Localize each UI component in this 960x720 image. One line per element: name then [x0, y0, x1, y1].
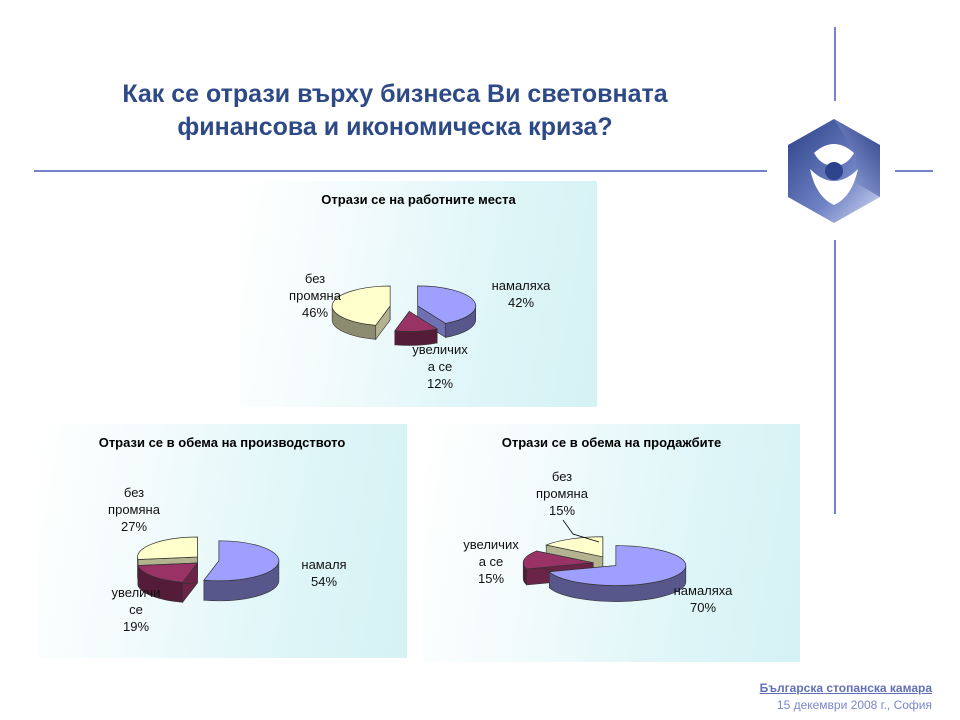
category-label: без: [123, 485, 145, 500]
right-short-rule: [895, 170, 933, 172]
slice-label-decreased: намаляха 42%: [478, 277, 564, 311]
slice-label-no-change: без промяна 15%: [523, 468, 601, 519]
slice-decreased: [203, 540, 280, 602]
category-label: промяна: [536, 486, 588, 501]
slice-label-decreased: намаляха 70%: [663, 582, 743, 616]
category-label: увеличих: [463, 537, 519, 552]
category-label: без: [304, 271, 326, 286]
slice-increased: [137, 562, 199, 604]
slice-decreased: [417, 285, 477, 338]
footer: Българска стопанска камара 15 декември 2…: [760, 680, 932, 714]
slice-label-increased: увеличих а се 15%: [451, 536, 531, 587]
percent-label: 42%: [507, 295, 535, 310]
percent-label: 15%: [477, 571, 505, 586]
pie-chart-sales: [522, 519, 687, 602]
slice-label-increased: увеличи се 19%: [99, 584, 173, 635]
category-label: промяна: [108, 502, 160, 517]
category-label: а се: [478, 554, 504, 569]
slice-label-increased: увеличих а се 12%: [400, 341, 480, 392]
vertical-rule-bottom: [834, 240, 836, 514]
slice-decreased: [548, 545, 687, 602]
percent-label: 54%: [310, 574, 338, 589]
percent-label: 70%: [689, 600, 717, 615]
title-underline-rule: [34, 170, 767, 172]
category-label: промяна: [289, 288, 341, 303]
organization-link[interactable]: Българска стопанска камара: [759, 681, 932, 695]
slice-label-no-change: без промяна 46%: [278, 270, 352, 321]
chart-panel-jobs: Отрази се на работните места намаляха 42…: [240, 181, 597, 407]
category-label: а се: [427, 359, 453, 374]
leader-line: [562, 519, 600, 543]
vertical-rule-top: [834, 27, 836, 101]
category-label: намаляха: [491, 278, 551, 293]
pie-chart-jobs: [331, 285, 477, 346]
percent-label: 27%: [120, 519, 148, 534]
chart-title-jobs: Отрази се на работните места: [321, 192, 516, 207]
percent-label: 46%: [301, 305, 329, 320]
slide-title: Как се отрази върху бизнеса Ви световнат…: [40, 78, 750, 144]
category-label: увеличих: [412, 342, 468, 357]
percent-label: 12%: [426, 376, 454, 391]
slice-increased: [394, 310, 439, 346]
pie-chart-production: [137, 536, 280, 604]
chart-title-sales: Отрази се в обема на продажбите: [501, 435, 722, 450]
category-label: намаля: [301, 557, 347, 572]
bsk-hexagon-logo: [788, 119, 880, 223]
slide-title-line-2: финансова и икономическа криза?: [177, 113, 613, 141]
category-label: намаляха: [673, 583, 733, 598]
chart-panel-production: Отрази се в обема на производството нама…: [37, 424, 407, 658]
slide-title-line-1: Как се отрази върху бизнеса Ви световнат…: [122, 80, 668, 108]
percent-label: 15%: [548, 503, 576, 518]
slice-label-no-change: без промяна 27%: [97, 484, 171, 535]
slice-label-decreased: намаля 54%: [289, 556, 359, 590]
footer-date: 15 декември 2008 г., София: [776, 698, 932, 712]
percent-label: 19%: [122, 619, 150, 634]
category-label: увеличи: [111, 585, 161, 600]
category-label: без: [551, 469, 573, 484]
chart-panel-sales: Отрази се в обема на продажбите намаляха…: [423, 424, 800, 662]
chart-title-production: Отрази се в обема на производството: [98, 435, 346, 450]
slice-no-change: [331, 285, 391, 341]
category-label: се: [129, 602, 143, 617]
